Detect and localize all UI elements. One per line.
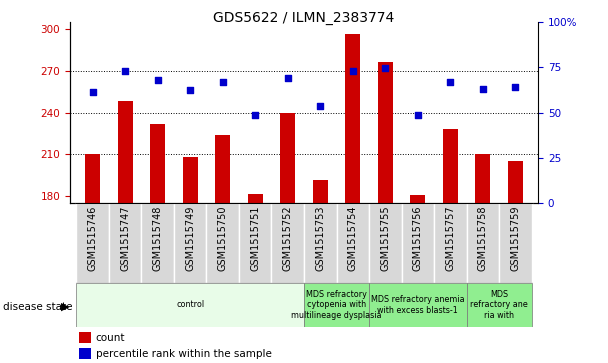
Text: GSM1515756: GSM1515756: [413, 206, 423, 271]
Bar: [508, 162, 523, 203]
Point: [88, 89, 97, 94]
Bar: [272, 203, 304, 283]
Bar: [174, 203, 207, 283]
Text: GSM1515750: GSM1515750: [218, 206, 228, 271]
Bar: [466, 283, 531, 327]
Point: [413, 113, 423, 118]
Bar: [183, 157, 198, 203]
Text: percentile rank within the sample: percentile rank within the sample: [95, 349, 272, 359]
Bar: [215, 135, 230, 203]
Bar: [313, 180, 328, 203]
Bar: [369, 283, 466, 327]
Point: [250, 113, 260, 118]
Text: GSM1515754: GSM1515754: [348, 206, 358, 271]
Bar: [304, 203, 336, 283]
Text: GSM1515758: GSM1515758: [478, 206, 488, 271]
Bar: [239, 203, 272, 283]
Bar: [280, 113, 295, 203]
Point: [348, 68, 358, 74]
Bar: [466, 203, 499, 283]
Bar: [434, 203, 466, 283]
Bar: [79, 332, 91, 343]
Text: GSM1515751: GSM1515751: [250, 206, 260, 271]
Point: [283, 75, 292, 81]
Bar: [118, 101, 133, 203]
Point: [478, 86, 488, 92]
Bar: [142, 203, 174, 283]
Point: [446, 79, 455, 85]
Point: [316, 103, 325, 109]
Point: [381, 65, 390, 71]
Bar: [475, 154, 490, 203]
Text: count: count: [95, 333, 125, 343]
Text: GSM1515757: GSM1515757: [445, 206, 455, 271]
Point: [153, 78, 162, 83]
Bar: [109, 203, 142, 283]
Text: GSM1515753: GSM1515753: [316, 206, 325, 271]
Bar: [79, 348, 91, 359]
Bar: [410, 195, 425, 203]
Bar: [248, 193, 263, 203]
Bar: [369, 203, 401, 283]
Bar: [77, 283, 304, 327]
Text: GSM1515755: GSM1515755: [380, 206, 390, 271]
Bar: [85, 154, 100, 203]
Text: MDS refractory
cytopenia with
multilineage dysplasia: MDS refractory cytopenia with multilinea…: [291, 290, 382, 320]
Text: MDS
refractory ane
ria with: MDS refractory ane ria with: [470, 290, 528, 320]
Bar: [207, 203, 239, 283]
Text: GSM1515752: GSM1515752: [283, 206, 292, 271]
Text: GSM1515748: GSM1515748: [153, 206, 163, 271]
Text: control: control: [176, 301, 204, 309]
Text: GSM1515749: GSM1515749: [185, 206, 195, 271]
Point: [120, 68, 130, 74]
Text: GSM1515746: GSM1515746: [88, 206, 98, 271]
Bar: [345, 34, 360, 203]
Bar: [77, 203, 109, 283]
Bar: [150, 124, 165, 203]
Point: [218, 79, 227, 85]
Bar: [336, 203, 369, 283]
Point: [511, 85, 520, 90]
Bar: [443, 129, 458, 203]
Bar: [304, 283, 369, 327]
Text: GDS5622 / ILMN_2383774: GDS5622 / ILMN_2383774: [213, 11, 395, 25]
Text: GSM1515747: GSM1515747: [120, 206, 130, 271]
Bar: [499, 203, 531, 283]
Text: ▶: ▶: [61, 302, 70, 312]
Bar: [378, 62, 393, 203]
Text: GSM1515759: GSM1515759: [510, 206, 520, 271]
Point: [185, 87, 195, 93]
Bar: [401, 203, 434, 283]
Text: MDS refractory anemia
with excess blasts-1: MDS refractory anemia with excess blasts…: [371, 295, 465, 315]
Text: disease state: disease state: [3, 302, 72, 312]
